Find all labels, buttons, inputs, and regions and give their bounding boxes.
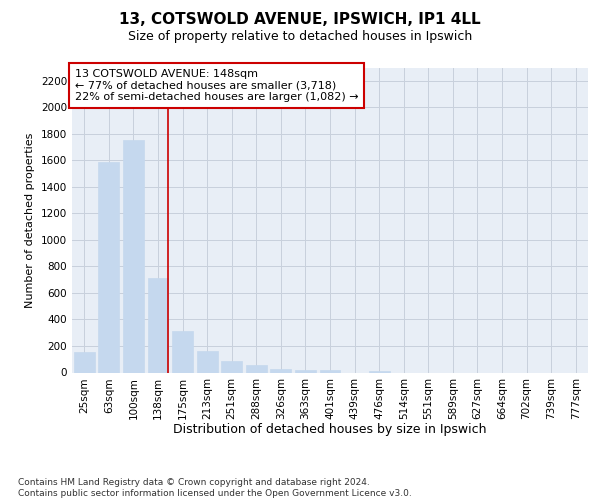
Text: Contains HM Land Registry data © Crown copyright and database right 2024.
Contai: Contains HM Land Registry data © Crown c…: [18, 478, 412, 498]
Bar: [98, 162, 119, 372]
Bar: [148, 278, 169, 372]
Bar: [368, 370, 389, 372]
Y-axis label: Number of detached properties: Number of detached properties: [25, 132, 35, 308]
Bar: [246, 365, 267, 372]
Bar: [271, 368, 292, 372]
Bar: [172, 330, 193, 372]
Bar: [74, 352, 95, 372]
Bar: [123, 140, 144, 372]
Text: 13, COTSWOLD AVENUE, IPSWICH, IP1 4LL: 13, COTSWOLD AVENUE, IPSWICH, IP1 4LL: [119, 12, 481, 28]
Bar: [221, 360, 242, 372]
Bar: [295, 370, 316, 372]
Text: 13 COTSWOLD AVENUE: 148sqm
← 77% of detached houses are smaller (3,718)
22% of s: 13 COTSWOLD AVENUE: 148sqm ← 77% of deta…: [74, 69, 358, 102]
Text: Distribution of detached houses by size in Ipswich: Distribution of detached houses by size …: [173, 422, 487, 436]
Text: Size of property relative to detached houses in Ipswich: Size of property relative to detached ho…: [128, 30, 472, 43]
Bar: [320, 370, 340, 372]
Bar: [197, 352, 218, 372]
